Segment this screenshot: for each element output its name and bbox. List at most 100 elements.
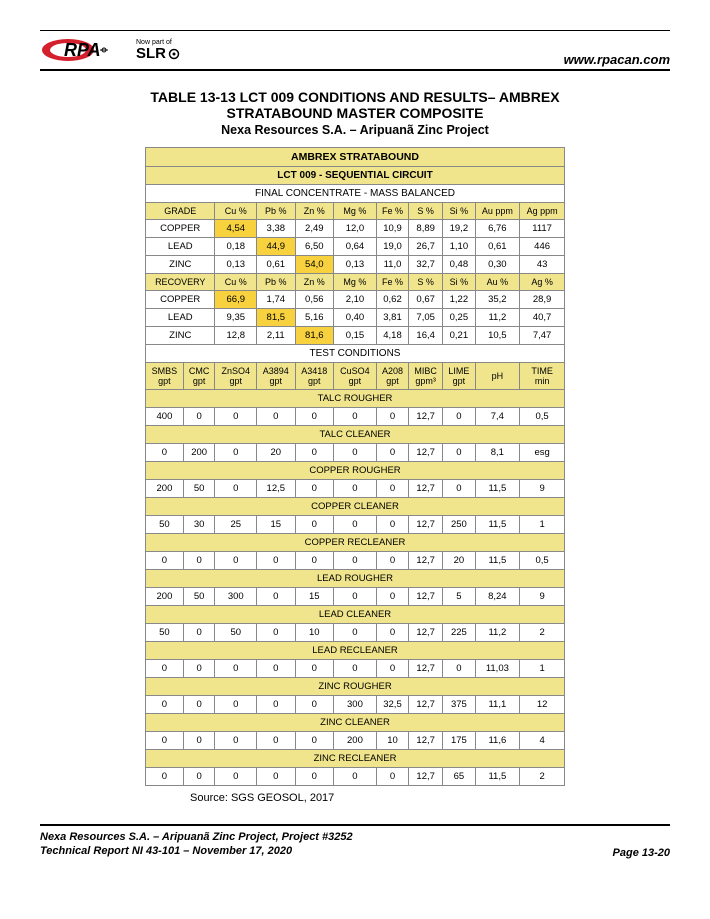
stage-name: COPPER RECLEANER: [146, 534, 565, 552]
cond-header-cell: CuSO4gpt: [334, 363, 377, 390]
stage-cell: 0: [257, 588, 295, 606]
recovery-header-cell: RECOVERY: [146, 274, 215, 291]
stage-cell: 0: [257, 768, 295, 786]
stage-cell: 0: [215, 660, 257, 678]
recovery-cell: 1,22: [443, 291, 475, 309]
cond-header-cell: SMBSgpt: [146, 363, 184, 390]
recovery-cell: 0,40: [334, 309, 377, 327]
stage-cell: 0: [295, 480, 333, 498]
stage-cell: 0: [257, 408, 295, 426]
stage-cell: 0: [376, 516, 408, 534]
stage-cell: 12: [520, 696, 565, 714]
stage-cell: 50: [146, 624, 184, 642]
stage-cell: 7,4: [475, 408, 520, 426]
stage-cell: 12,7: [409, 516, 443, 534]
stage-cell: 0: [443, 444, 475, 462]
stage-cell: 0: [334, 480, 377, 498]
stage-cell: 300: [334, 696, 377, 714]
stage-cell: 0: [295, 696, 333, 714]
stage-cell: 0: [295, 408, 333, 426]
cond-header-cell: TIMEmin: [520, 363, 565, 390]
recovery-header-cell: Cu %: [215, 274, 257, 291]
stage-cell: 15: [257, 516, 295, 534]
grade-cell: 2,49: [295, 220, 333, 238]
grade-cell: 0,64: [334, 238, 377, 256]
stage-name: ZINC ROUGHER: [146, 678, 565, 696]
stage-cell: 0: [215, 408, 257, 426]
recovery-cell: 35,2: [475, 291, 520, 309]
stage-cell: 0: [215, 552, 257, 570]
grade-cell: 10,9: [376, 220, 408, 238]
stage-cell: 1: [520, 516, 565, 534]
stage-cell: 0: [295, 552, 333, 570]
stage-cell: 0: [146, 768, 184, 786]
stage-cell: 11,1: [475, 696, 520, 714]
stage-cell: 0: [334, 660, 377, 678]
section-final: FINAL CONCENTRATE - MASS BALANCED: [146, 185, 565, 203]
grade-cell: 0,13: [334, 256, 377, 274]
stage-cell: 11,5: [475, 552, 520, 570]
grade-header-cell: Ag ppm: [520, 203, 565, 220]
stage-cell: 50: [146, 516, 184, 534]
stage-cell: 12,7: [409, 696, 443, 714]
stage-cell: 10: [376, 732, 408, 750]
grade-header-cell: S %: [409, 203, 443, 220]
stage-cell: 12,7: [409, 408, 443, 426]
stage-cell: 200: [183, 444, 215, 462]
stage-cell: 0: [183, 660, 215, 678]
grade-row-label: LEAD: [146, 238, 215, 256]
stage-cell: 0: [376, 444, 408, 462]
recovery-cell: 0,56: [295, 291, 333, 309]
stage-cell: 0: [183, 732, 215, 750]
title-block: TABLE 13-13 LCT 009 CONDITIONS AND RESUL…: [40, 89, 670, 137]
recovery-cell: 10,5: [475, 327, 520, 345]
stage-cell: 0: [183, 552, 215, 570]
stage-cell: 9: [520, 480, 565, 498]
stage-cell: 0: [257, 552, 295, 570]
stage-cell: 11,2: [475, 624, 520, 642]
grade-header-cell: Cu %: [215, 203, 257, 220]
recovery-cell: 4,18: [376, 327, 408, 345]
recovery-cell: 16,4: [409, 327, 443, 345]
grade-cell: 4,54: [215, 220, 257, 238]
recovery-row-label: ZINC: [146, 327, 215, 345]
stage-cell: 10: [295, 624, 333, 642]
stage-cell: 12,7: [409, 732, 443, 750]
stage-cell: 2: [520, 768, 565, 786]
stage-cell: 11,5: [475, 516, 520, 534]
recovery-cell: 66,9: [215, 291, 257, 309]
stage-cell: 0: [215, 444, 257, 462]
svg-text:RPA: RPA: [64, 40, 101, 60]
stage-cell: 50: [183, 588, 215, 606]
stage-cell: 25: [215, 516, 257, 534]
stage-cell: 0: [295, 660, 333, 678]
stage-name: TALC ROUGHER: [146, 390, 565, 408]
stage-cell: 12,7: [409, 768, 443, 786]
recovery-cell: 7,47: [520, 327, 565, 345]
slr-block: Now part of SLR: [136, 39, 180, 61]
stage-cell: 9: [520, 588, 565, 606]
page-footer: Nexa Resources S.A. – Aripuanã Zinc Proj…: [40, 824, 670, 859]
stage-cell: 0: [146, 696, 184, 714]
stage-cell: 0: [215, 732, 257, 750]
grade-cell: 6,50: [295, 238, 333, 256]
stage-cell: 200: [334, 732, 377, 750]
stage-cell: 5: [443, 588, 475, 606]
grade-cell: 32,7: [409, 256, 443, 274]
stage-cell: 0: [376, 624, 408, 642]
stage-cell: 0: [443, 660, 475, 678]
stage-cell: 0: [146, 732, 184, 750]
grade-cell: 446: [520, 238, 565, 256]
stage-cell: 0: [376, 552, 408, 570]
stage-cell: 0: [376, 480, 408, 498]
stage-cell: 0: [334, 624, 377, 642]
recovery-cell: 0,62: [376, 291, 408, 309]
cond-header-cell: ZnSO4gpt: [215, 363, 257, 390]
stage-cell: 200: [146, 588, 184, 606]
grade-cell: 1,10: [443, 238, 475, 256]
recovery-cell: 0,25: [443, 309, 475, 327]
grade-header-cell: Mg %: [334, 203, 377, 220]
stage-name: LEAD RECLEANER: [146, 642, 565, 660]
stage-cell: 12,7: [409, 624, 443, 642]
grade-header-cell: Zn %: [295, 203, 333, 220]
